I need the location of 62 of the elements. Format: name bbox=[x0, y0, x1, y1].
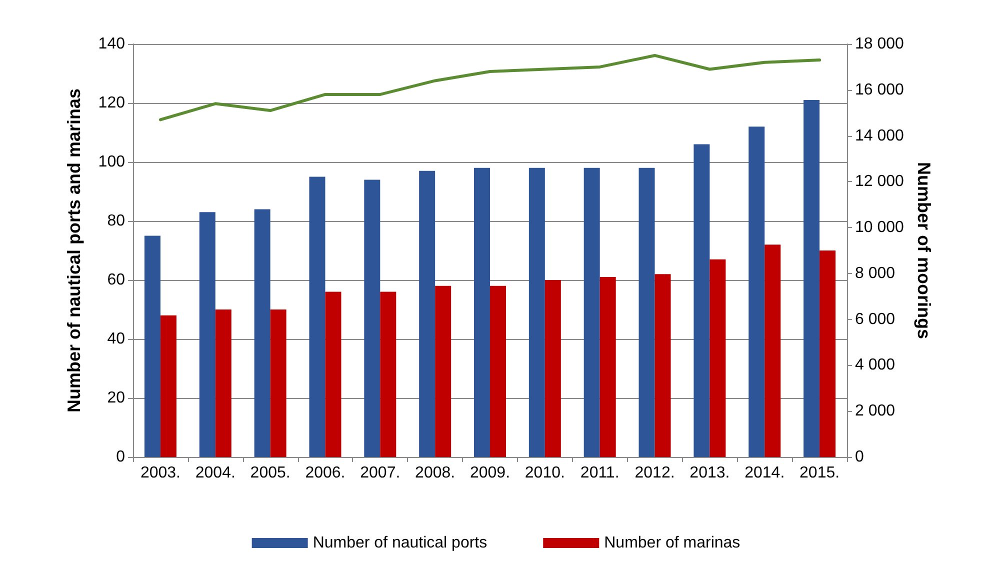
bar bbox=[474, 168, 490, 457]
y2-tick-label: 4 000 bbox=[855, 356, 896, 374]
y2-tick-label: 2 000 bbox=[855, 402, 896, 420]
x-tick-label: 2003. bbox=[140, 464, 180, 482]
x-tick-label: 2007. bbox=[360, 464, 400, 482]
y-tick-label: 20 bbox=[107, 390, 126, 406]
y2-axis-title: Number of moorings bbox=[914, 162, 934, 340]
y-tick-label: 120 bbox=[98, 94, 126, 112]
bar bbox=[528, 168, 545, 457]
bar bbox=[544, 280, 561, 457]
bar bbox=[638, 168, 655, 457]
x-tick-label: 2006. bbox=[305, 464, 346, 482]
bar bbox=[254, 209, 270, 457]
bar bbox=[419, 170, 436, 457]
bar bbox=[270, 310, 286, 457]
bar bbox=[215, 310, 232, 457]
x-tick-label: 2008. bbox=[415, 464, 456, 482]
y2-tick-label: 0 bbox=[855, 448, 864, 466]
bar bbox=[748, 126, 765, 457]
x-tick-label: 2004. bbox=[195, 464, 236, 482]
y-tick-label: 0 bbox=[116, 448, 126, 466]
bar bbox=[144, 236, 160, 457]
x-tick-label: 2013. bbox=[690, 464, 730, 482]
x-tick-label: 2012. bbox=[634, 464, 675, 482]
bar bbox=[584, 168, 600, 457]
bar bbox=[654, 274, 671, 457]
x-tick-label: 2011. bbox=[580, 464, 620, 482]
y2-tick-label: 8 000 bbox=[855, 264, 896, 282]
bar bbox=[600, 277, 616, 457]
y2-tick-label: 12 000 bbox=[855, 173, 904, 190]
bar bbox=[804, 100, 820, 457]
bar bbox=[325, 292, 342, 457]
y2-tick-label: 16 000 bbox=[855, 81, 904, 98]
bar bbox=[820, 250, 836, 457]
bar bbox=[694, 144, 710, 457]
y-axis-title: Number of nautical ports and marinas bbox=[64, 88, 84, 413]
x-tick-label: 2010. bbox=[524, 464, 565, 482]
bar bbox=[435, 286, 452, 457]
y2-tick-label: 18 000 bbox=[855, 36, 904, 52]
bar bbox=[710, 259, 726, 457]
y2-tick-label: 14 000 bbox=[855, 127, 904, 144]
line-series bbox=[158, 54, 822, 122]
y2-tick-label: 10 000 bbox=[855, 219, 904, 236]
legend-label: Number of nautical ports bbox=[312, 534, 488, 552]
x-tick-label: 2005. bbox=[250, 464, 290, 482]
y-tick-label: 60 bbox=[107, 272, 126, 288]
x-tick-label: 2015. bbox=[800, 464, 840, 482]
y-tick-label: 80 bbox=[107, 212, 126, 230]
bar bbox=[764, 244, 781, 457]
bar bbox=[199, 212, 216, 457]
x-tick-label: 2014. bbox=[744, 464, 785, 482]
y2-tick-label: 6 000 bbox=[855, 310, 896, 328]
bar bbox=[160, 315, 176, 457]
x-tick-label: 2009. bbox=[470, 464, 510, 482]
y-tick-label: 40 bbox=[107, 330, 126, 348]
bar bbox=[309, 176, 326, 457]
bar bbox=[490, 286, 506, 457]
y-tick-label: 140 bbox=[98, 36, 126, 52]
bar bbox=[380, 292, 396, 457]
bar bbox=[364, 180, 380, 457]
y-tick-label: 100 bbox=[98, 154, 126, 170]
legend-label: Number of marinas bbox=[604, 534, 740, 552]
